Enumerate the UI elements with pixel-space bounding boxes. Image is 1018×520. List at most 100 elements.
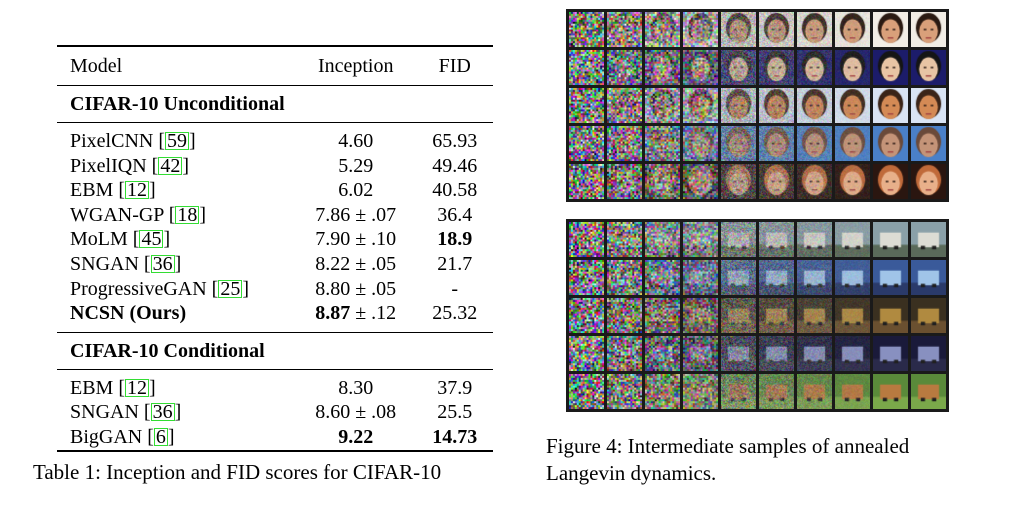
fid-value: 49.46 [432, 154, 478, 177]
face-sample-image [720, 163, 756, 199]
model-cell: WGAN-GP [18] [70, 203, 207, 226]
inception-cell: 8.30 [295, 376, 417, 401]
cifar-sample-image [872, 221, 908, 257]
table-row: EBM [12] 8.30 37.9 [57, 376, 493, 401]
face-sample-image [834, 125, 870, 161]
face-sample-image [758, 49, 794, 85]
fid-value: 25.5 [437, 401, 473, 424]
cifar-sample-image [644, 297, 680, 333]
face-sample-image [720, 87, 756, 123]
model-cell: EBM [12] [70, 179, 156, 202]
table-row: EBM [12] 6.02 40.58 [57, 178, 493, 203]
cifar-sample-image [720, 221, 756, 257]
inception-cell: 9.22 [294, 424, 417, 452]
spacer-cell [57, 122, 493, 129]
model-name: BigGAN [70, 425, 143, 448]
face-sample-image [568, 49, 604, 85]
cifar-sample-image [796, 221, 832, 257]
face-sample-image [682, 49, 718, 85]
table-row: NCSN (Ours) 8.87 ± .12 25.32 [57, 301, 493, 326]
cifar-sample-image [910, 259, 946, 295]
inception-value: 7.90 ± .10 [315, 228, 397, 251]
inception-value: 8.87 [315, 302, 351, 325]
table-row: WGAN-GP [18] 7.86 ± .07 36.4 [57, 203, 493, 228]
face-sample-image [644, 49, 680, 85]
face-sample-image [796, 163, 832, 199]
fid-value: 18.9 [437, 228, 473, 251]
face-sample-image [606, 163, 642, 199]
face-sample-image [910, 11, 946, 47]
inception-cell: 4.60 [295, 129, 417, 154]
cifar-sample-image [682, 335, 718, 371]
model-name: ProgressiveGAN [70, 277, 207, 300]
citation-ref: 42 [158, 154, 183, 177]
citation-ref: 36 [150, 401, 175, 424]
model-name: PixelIQN [70, 154, 147, 177]
cifar-sample-image [644, 259, 680, 295]
cifar-sample-image [872, 373, 908, 409]
face-sample-image [606, 125, 642, 161]
cifar-sample-image [758, 221, 794, 257]
cifar-sample-image [682, 221, 718, 257]
model-name: EBM [70, 376, 114, 399]
header-fid: FID [416, 45, 493, 86]
inception-value: 6.02 [338, 179, 374, 202]
cifar-sample-grid [566, 219, 949, 412]
citation-ref: 12 [125, 376, 150, 399]
fid-value: 25.32 [432, 302, 478, 325]
cifar-sample-image [568, 221, 604, 257]
model-cell: SNGAN [36] [70, 252, 182, 275]
inception-cell: 8.60 ± .08 [295, 400, 417, 425]
fid-value: 21.7 [437, 252, 473, 275]
cifar-sample-image [796, 373, 832, 409]
face-sample-image [834, 49, 870, 85]
figure-caption-line-1: Figure 4: Intermediate samples of anneal… [546, 434, 910, 458]
cifar-sample-image [834, 373, 870, 409]
cifar-sample-image [606, 335, 642, 371]
cifar-sample-image [872, 259, 908, 295]
model-cell: BigGAN [6] [57, 424, 295, 452]
section-title: CIFAR-10 Conditional [57, 331, 493, 370]
citation-ref: 45 [139, 228, 164, 251]
inception-cell: 8.87 ± .12 [295, 301, 417, 326]
citation-ref: 25 [218, 277, 243, 300]
face-sample-image [910, 163, 946, 199]
model-name: MoLM [70, 228, 128, 251]
table-row: SNGAN [36] 8.22 ± .05 21.7 [57, 252, 493, 277]
face-sample-image [834, 11, 870, 47]
inception-value: 8.30 [338, 376, 374, 399]
face-sample-image [796, 125, 832, 161]
face-sample-image [682, 87, 718, 123]
cifar-sample-image [910, 335, 946, 371]
citation-ref: 18 [175, 203, 200, 226]
table-row: PixelCNN [59] 4.60 65.93 [57, 129, 493, 154]
face-sample-image [682, 163, 718, 199]
cifar-sample-image [910, 297, 946, 333]
face-sample-image [758, 87, 794, 123]
cifar-sample-image [644, 221, 680, 257]
face-sample-image [796, 87, 832, 123]
face-sample-image [720, 49, 756, 85]
celeba-sample-grid [566, 9, 949, 202]
face-sample-image [796, 11, 832, 47]
cifar-sample-image [606, 297, 642, 333]
figure-caption-line-2: Langevin dynamics. [546, 461, 717, 485]
face-sample-image [834, 87, 870, 123]
face-sample-image [568, 125, 604, 161]
fid-value: 37.9 [437, 376, 473, 399]
cifar-sample-image [834, 335, 870, 371]
face-sample-image [644, 163, 680, 199]
header-model: Model [57, 45, 295, 86]
cifar-sample-image [758, 373, 794, 409]
cifar-sample-image [644, 335, 680, 371]
cifar-sample-image [910, 221, 946, 257]
section-spacer [57, 368, 493, 376]
face-sample-image [758, 11, 794, 47]
cifar-sample-image [568, 335, 604, 371]
face-sample-image [644, 11, 680, 47]
cifar-sample-image [834, 221, 870, 257]
face-sample-image [644, 125, 680, 161]
face-sample-image [910, 87, 946, 123]
inception-value: 8.22 ± .05 [315, 252, 397, 275]
face-sample-image [758, 125, 794, 161]
